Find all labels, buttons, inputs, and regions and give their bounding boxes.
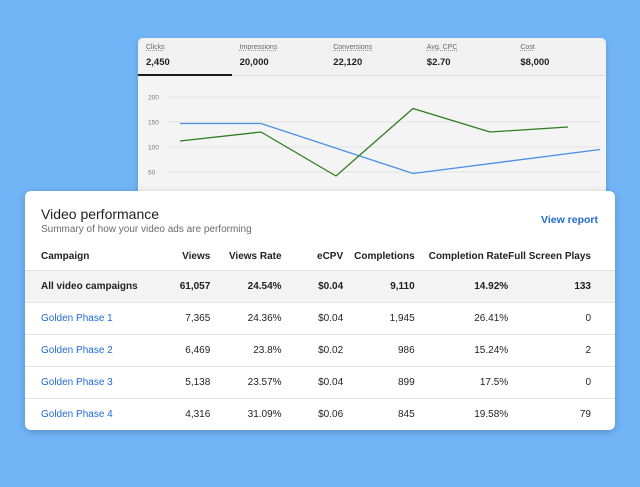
metric-value: $8,000 [520, 57, 550, 68]
cell-ecpv: $0.04 [281, 302, 344, 335]
cell-views-rate: 23.57% [210, 366, 282, 399]
cell-completions: 9,110 [343, 270, 415, 303]
header-views[interactable]: Views [182, 250, 211, 262]
cell-completion-rate: 26.41% [414, 302, 509, 335]
cell-completions: 899 [343, 366, 415, 399]
cell-full-screen-plays: 0 [508, 366, 615, 399]
cell-completions: 845 [343, 398, 415, 430]
table-header-row: Campaign Views Views Rate eCPV Completio… [25, 242, 615, 271]
cell-full-screen-plays: 79 [508, 398, 615, 430]
cell-ecpv: $0.02 [281, 334, 344, 367]
metrics-tabs: Clicks 2,450 Impressions 20,000 Conversi… [138, 38, 606, 76]
cell-views-rate: 24.36% [210, 302, 282, 335]
metric-tab-conversions[interactable]: Conversions 22,120 [325, 38, 419, 75]
cell-completion-rate: 17.5% [414, 366, 509, 399]
metric-label: Impressions [239, 44, 278, 51]
metric-value: 2,450 [146, 57, 170, 68]
cell-campaign: Golden Phase 2 [25, 334, 159, 367]
metric-tab-impressions[interactable]: Impressions 20,000 [232, 38, 326, 75]
table-row: Golden Phase 3 5,138 23.57% $0.04 899 17… [25, 366, 615, 399]
table-total-row: All video campaigns 61,057 24.54% $0.04 … [25, 270, 615, 303]
y-tick-label: 200 [148, 95, 159, 102]
header-completion-rate[interactable]: Completion Rate [428, 250, 509, 262]
table-row: Golden Phase 1 7,365 24.36% $0.04 1,945 … [25, 302, 615, 335]
header-full-screen-plays[interactable]: Full Screen Plays [508, 250, 591, 262]
cell-completion-rate: 19.58% [414, 398, 509, 430]
cell-completions: 1,945 [343, 302, 415, 335]
cell-campaign: Golden Phase 3 [25, 366, 159, 399]
cell-full-screen-plays: 2 [508, 334, 615, 367]
cell-full-screen-plays: 0 [508, 302, 615, 335]
cell-views-rate: 23.8% [210, 334, 282, 367]
metric-tab-avg-cpc[interactable]: Avg. CPC $2.70 [419, 38, 513, 75]
cell-views: 5,138 [158, 366, 211, 399]
metric-value: 22,120 [333, 57, 363, 68]
line-chart-svg: 200 150 100 50 [148, 95, 601, 177]
header-campaign[interactable]: Campaign [41, 250, 90, 262]
cell-completions: 986 [343, 334, 415, 367]
metric-value: $2.70 [426, 57, 451, 68]
card-subtitle: Summary of how your video ads are perfor… [41, 224, 252, 235]
cell-full-screen-plays: 133 [508, 270, 615, 303]
cell-views-rate: 24.54% [210, 270, 282, 303]
table-row: Golden Phase 4 4,316 31.09% $0.06 845 19… [25, 398, 615, 430]
y-tick-label: 150 [148, 120, 159, 127]
series-line-0 [180, 122, 601, 175]
cell-completion-rate: 14.92% [414, 270, 509, 303]
table-row: Golden Phase 2 6,469 23.8% $0.02 986 15.… [25, 334, 615, 367]
campaign-link[interactable]: Golden Phase 2 [41, 345, 113, 356]
header-views-rate[interactable]: Views Rate [228, 250, 282, 262]
cell-views-rate: 31.09% [210, 398, 282, 430]
metric-label: Clicks [146, 44, 165, 51]
metric-label: Avg. CPC [426, 44, 458, 51]
cell-ecpv: $0.06 [281, 398, 344, 430]
card-title: Video performance [41, 206, 160, 222]
cell-ecpv: $0.04 [281, 366, 344, 399]
metric-value: 20,000 [239, 57, 269, 68]
cell-views: 7,365 [158, 302, 211, 335]
performance-table: Campaign Views Views Rate eCPV Completio… [25, 242, 615, 430]
header-ecpv[interactable]: eCPV [317, 250, 344, 262]
metric-tab-cost[interactable]: Cost $8,000 [512, 38, 606, 75]
cell-campaign: Golden Phase 4 [25, 398, 159, 430]
cell-campaign: Golden Phase 1 [25, 302, 159, 335]
video-performance-card: Video performance Summary of how your vi… [25, 191, 615, 430]
metric-label: Cost [520, 44, 535, 51]
y-tick-label: 50 [148, 170, 156, 177]
campaign-link[interactable]: Golden Phase 4 [41, 409, 113, 420]
campaign-link[interactable]: Golden Phase 1 [41, 313, 113, 324]
cell-views: 61,057 [158, 270, 211, 303]
cell-ecpv: $0.04 [281, 270, 344, 303]
view-report-link[interactable]: View report [541, 214, 598, 226]
cell-completion-rate: 15.24% [414, 334, 509, 367]
cell-views: 6,469 [158, 334, 211, 367]
y-tick-label: 100 [148, 145, 159, 152]
header-completions[interactable]: Completions [354, 250, 415, 262]
cell-campaign: All video campaigns [25, 270, 159, 303]
metric-label: Conversions [333, 44, 373, 51]
campaign-link[interactable]: Golden Phase 3 [41, 377, 113, 388]
cell-views: 4,316 [158, 398, 211, 430]
series-line-1 [179, 107, 569, 177]
metric-tab-clicks[interactable]: Clicks 2,450 [138, 38, 232, 76]
